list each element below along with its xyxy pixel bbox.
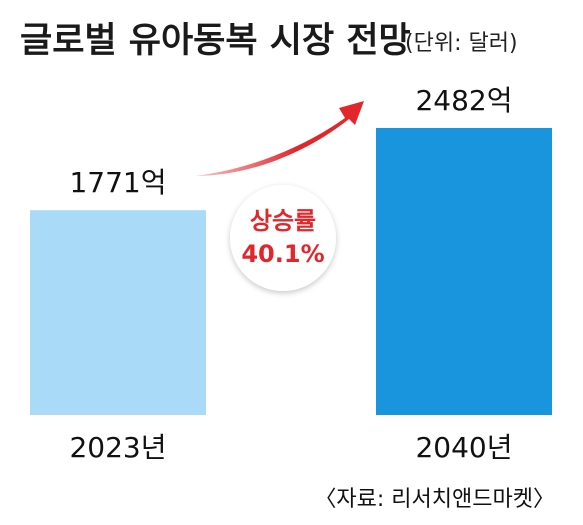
growth-arrow (195, 101, 364, 176)
category-label-1: 2040년 (415, 431, 512, 464)
badge-value: 40.1% (241, 240, 324, 268)
badge-circle (230, 185, 336, 291)
bar-1 (376, 128, 552, 415)
growth-badge: 상승률 40.1% (230, 185, 336, 291)
unit-label: (단위: 달러) (405, 31, 518, 56)
value-label-0: 1771억 (69, 166, 166, 199)
category-label-0: 2023년 (69, 431, 166, 464)
bars-group: 1771억 2023년 2482억 2040년 (30, 84, 552, 464)
source-label: 〈자료: 리서치앤드마켓〉 (314, 487, 555, 512)
bar-0 (30, 210, 206, 415)
value-label-1: 2482억 (415, 84, 512, 117)
chart-title: 글로벌 유아동복 시장 전망 (20, 21, 411, 61)
badge-label: 상승률 (250, 207, 316, 235)
